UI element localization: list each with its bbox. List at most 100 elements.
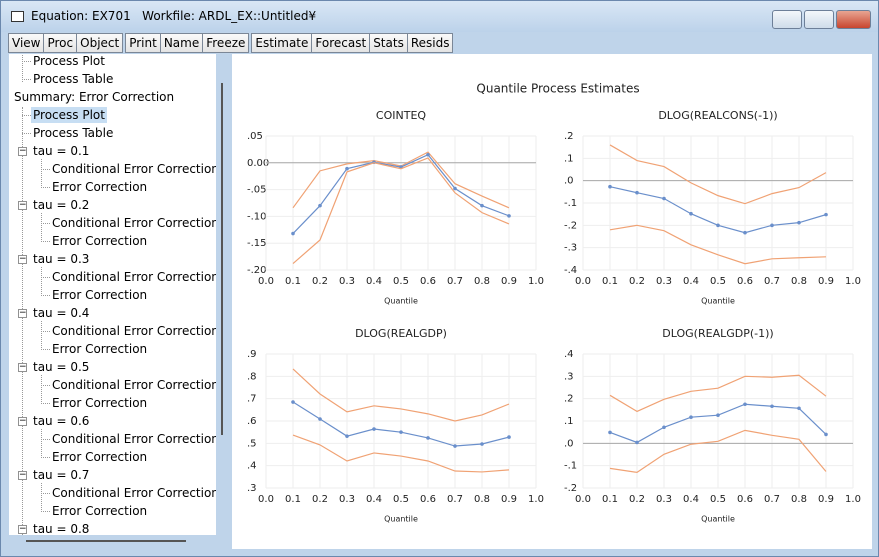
tree-connector: [22, 61, 31, 62]
tree-connector: [22, 133, 31, 134]
data-point: [770, 404, 774, 409]
toolbar-button[interactable]: Forecast: [311, 33, 371, 53]
collapse-toggle[interactable]: −: [18, 308, 27, 318]
tree-connector: [41, 511, 50, 512]
x-tick-label: 1.0: [845, 494, 861, 505]
x-axis-label: Quantile: [384, 515, 418, 524]
data-point: [635, 440, 639, 445]
tree-item[interactable]: Error Correction: [52, 180, 148, 194]
y-tick-label: .0: [564, 176, 574, 187]
x-tick-label: 0.8: [474, 276, 490, 287]
toolbar-button[interactable]: View: [8, 33, 45, 53]
x-axis-label: Quantile: [701, 515, 735, 524]
toolbar-button[interactable]: Freeze: [202, 33, 250, 53]
tree-item[interactable]: Process Plot: [33, 54, 105, 68]
x-tick-label: 1.0: [528, 494, 544, 505]
tree-item[interactable]: Process Plot: [31, 107, 107, 123]
tree-item[interactable]: tau = 0.6: [33, 414, 90, 428]
data-point: [662, 196, 666, 201]
data-point: [743, 230, 747, 235]
tree-connector: [22, 79, 31, 80]
data-point: [345, 434, 349, 438]
tree-item[interactable]: Error Correction: [52, 234, 148, 248]
x-tick-label: 0.6: [420, 494, 436, 505]
toolbar-button[interactable]: Resids: [406, 33, 454, 53]
tree-item[interactable]: Error Correction: [52, 288, 148, 302]
collapse-toggle[interactable]: −: [18, 416, 27, 426]
y-tick-label: -.15: [247, 238, 267, 249]
series-line: [292, 368, 510, 422]
tree-item[interactable]: Conditional Error Correction: [52, 324, 216, 338]
collapse-toggle[interactable]: −: [18, 470, 27, 480]
tree-item[interactable]: tau = 0.3: [33, 252, 90, 266]
tree-panel: Process Plot Process Table Summary: Error …: [9, 54, 216, 535]
tree-line: [41, 429, 42, 456]
toolbar-group: View Proc Object: [8, 33, 124, 53]
tree-connector: [41, 331, 50, 332]
chart-title: DLOG(REALGDP(-1)): [662, 327, 773, 340]
tree-item[interactable]: tau = 0.4: [33, 306, 90, 320]
y-tick-label: -.05: [247, 185, 267, 196]
y-tick-label: .8: [247, 371, 257, 382]
tree-item[interactable]: Process Table: [33, 72, 114, 86]
y-tick-label: .7: [247, 394, 257, 405]
x-tick-label: 0.0: [258, 276, 274, 287]
tree-item[interactable]: tau = 0.2: [33, 198, 90, 212]
tree-item[interactable]: Conditional Error Correction: [52, 486, 216, 500]
collapse-toggle[interactable]: −: [18, 200, 27, 210]
y-tick-label: .1: [564, 153, 574, 164]
data-point: [507, 435, 511, 439]
tree-item[interactable]: Conditional Error Correction: [52, 216, 216, 230]
y-tick-label: .4: [564, 349, 574, 360]
collapse-toggle[interactable]: −: [18, 362, 27, 372]
chart-panel: Quantile Process Estimates COINTEQ .05 0.0…: [232, 54, 872, 549]
tree-item[interactable]: Error Correction: [52, 396, 148, 410]
tree-connector: [41, 493, 50, 494]
collapse-toggle[interactable]: −: [18, 254, 27, 264]
toolbar-button[interactable]: Stats: [369, 33, 408, 53]
tree-item[interactable]: Conditional Error Correction: [52, 432, 216, 446]
toolbar-button[interactable]: Print: [125, 33, 161, 53]
tree-item[interactable]: Conditional Error Correction: [52, 270, 216, 284]
tree-item[interactable]: Process Table: [33, 126, 114, 140]
tree-item[interactable]: Conditional Error Correction: [52, 162, 216, 176]
toolbar-button[interactable]: Proc: [43, 33, 78, 53]
data-point: [635, 190, 639, 195]
tree-connector: [41, 403, 50, 404]
tree-item[interactable]: Conditional Error Correction: [52, 378, 216, 392]
x-tick-label: 0.9: [818, 276, 834, 287]
tree-item[interactable]: Summary: Error Correction: [14, 90, 175, 104]
horizontal-scrollbar[interactable]: [26, 540, 186, 542]
tree-item[interactable]: Error Correction: [52, 450, 148, 464]
window-title: Equation: EX701 Workfile: ARDL_EX::Untit…: [31, 9, 317, 23]
toolbar-button[interactable]: Name: [159, 33, 204, 53]
y-tick-label: .2: [564, 131, 574, 142]
toolbar-button[interactable]: Estimate: [251, 33, 313, 53]
tree-line: [41, 321, 42, 348]
y-tick-label: -.20: [247, 265, 267, 276]
minimize-button[interactable]: [772, 10, 802, 29]
maximize-button[interactable]: [804, 10, 834, 29]
toolbar-button[interactable]: Object: [76, 33, 124, 53]
data-point: [662, 425, 666, 430]
collapse-toggle[interactable]: −: [18, 524, 27, 534]
x-tick-label: 0.4: [683, 276, 699, 287]
series-line: [609, 429, 827, 473]
window-icon[interactable]: [11, 11, 24, 22]
tree-item[interactable]: tau = 0.5: [33, 360, 90, 374]
data-point: [291, 231, 295, 236]
data-point: [797, 406, 801, 411]
vertical-scrollbar[interactable]: [221, 83, 223, 435]
x-tick-label: 0.9: [501, 494, 517, 505]
tree-item[interactable]: tau = 0.7: [33, 468, 90, 482]
tree-item[interactable]: Error Correction: [52, 342, 148, 356]
close-button[interactable]: [836, 10, 871, 29]
collapse-toggle[interactable]: −: [18, 146, 27, 156]
x-tick-label: 0.6: [737, 276, 753, 287]
tree-connector: [41, 295, 50, 296]
tree-item[interactable]: tau = 0.1: [33, 144, 90, 158]
series-line: [292, 157, 510, 265]
title-bar: Equation: EX701 Workfile: ARDL_EX::Untit…: [1, 1, 878, 32]
tree-item[interactable]: tau = 0.8: [33, 522, 90, 535]
tree-item[interactable]: Error Correction: [52, 504, 148, 518]
